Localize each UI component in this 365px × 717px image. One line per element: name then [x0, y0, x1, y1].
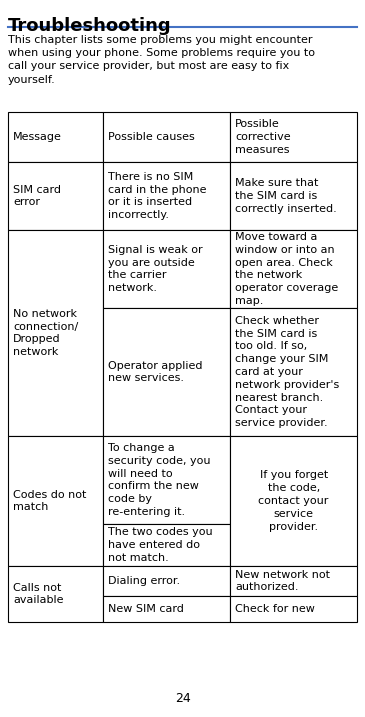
Text: Codes do not
match: Codes do not match [13, 490, 87, 513]
Bar [103, 566, 230, 596]
Text: Move toward a
window or into an
open area. Check
the network
operator coverage
m: Move toward a window or into an open are… [235, 232, 339, 306]
Bar [230, 436, 357, 566]
Text: Possible
corrective
measures: Possible corrective measures [235, 119, 291, 155]
Text: New SIM card: New SIM card [108, 604, 184, 614]
Bar [103, 112, 230, 162]
Bar [103, 596, 230, 622]
Bar [8, 566, 103, 622]
Bar [230, 112, 357, 162]
Text: No network
connection/
Dropped
network: No network connection/ Dropped network [13, 309, 78, 357]
Bar [230, 566, 357, 596]
Text: Troubleshooting: Troubleshooting [8, 17, 172, 35]
Bar [8, 112, 103, 162]
Bar [103, 162, 230, 230]
Text: Make sure that
the SIM card is
correctly inserted.: Make sure that the SIM card is correctly… [235, 179, 337, 214]
Text: Operator applied
new services.: Operator applied new services. [108, 361, 203, 384]
Text: If you forget
the code,
contact your
service
provider.: If you forget the code, contact your ser… [258, 470, 329, 531]
Text: Possible causes: Possible causes [108, 132, 195, 142]
Text: Check for new: Check for new [235, 604, 315, 614]
Bar [230, 230, 357, 308]
Bar [103, 308, 230, 436]
Bar [8, 162, 103, 230]
Bar [103, 230, 230, 308]
Text: Message: Message [13, 132, 62, 142]
Bar [8, 436, 103, 566]
Bar [103, 436, 230, 524]
Text: To change a
security code, you
will need to
confirm the new
code by
re-entering : To change a security code, you will need… [108, 443, 211, 517]
Bar [8, 230, 103, 436]
Text: There is no SIM
card in the phone
or it is inserted
incorrectly.: There is no SIM card in the phone or it … [108, 172, 207, 220]
Bar [230, 596, 357, 622]
Text: Check whether
the SIM card is
too old. If so,
change your SIM
card at your
netwo: Check whether the SIM card is too old. I… [235, 315, 339, 428]
Bar [230, 308, 357, 436]
Text: Dialing error.: Dialing error. [108, 576, 180, 586]
Text: Signal is weak or
you are outside
the carrier
network.: Signal is weak or you are outside the ca… [108, 244, 203, 293]
Bar [230, 162, 357, 230]
Text: This chapter lists some problems you might encounter
when using your phone. Some: This chapter lists some problems you mig… [8, 35, 315, 85]
Text: New network not
authorized.: New network not authorized. [235, 569, 330, 592]
Text: SIM card
error: SIM card error [13, 184, 61, 207]
Text: 24: 24 [174, 692, 191, 705]
Bar [103, 524, 230, 566]
Text: The two codes you
have entered do
not match.: The two codes you have entered do not ma… [108, 527, 212, 563]
Text: Calls not
available: Calls not available [13, 583, 64, 605]
